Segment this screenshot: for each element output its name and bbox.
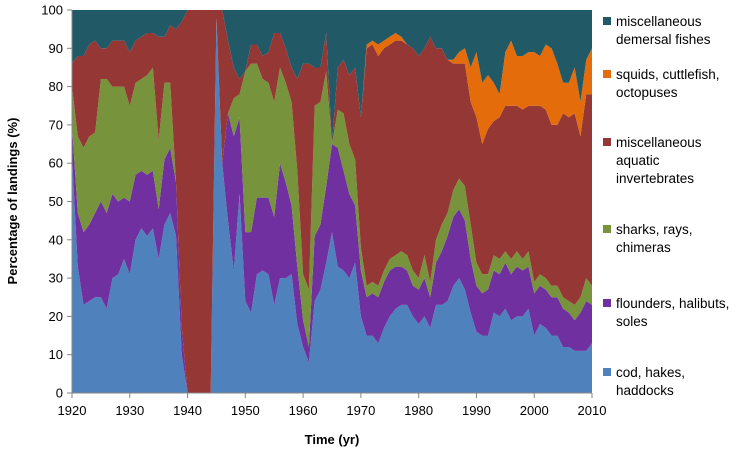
- legend-label: cod, hakes,: [616, 365, 685, 380]
- x-tick-label: 1970: [346, 403, 375, 418]
- area-series-0: [72, 17, 592, 393]
- y-tick-label: 50: [49, 194, 63, 209]
- legend-label: miscellaneous: [616, 135, 702, 150]
- legend-label: haddocks: [616, 383, 674, 398]
- legend-label: demersal fishes: [616, 32, 711, 47]
- area-series-5: [72, 10, 592, 145]
- x-tick-label: 1980: [404, 403, 433, 418]
- legend-swatch: [603, 225, 611, 233]
- legend: miscellaneous demersal fishes squids, cutt…: [603, 14, 729, 398]
- x-ticks: 1920 1930 1940 1950 1960 1970 1980 1990 2000 2010: [58, 393, 607, 418]
- legend-swatch: [603, 299, 611, 307]
- y-tick-label: 70: [49, 117, 63, 132]
- legend-swatch: [603, 17, 611, 25]
- y-axis-title: Percentage of landings (%): [5, 118, 20, 285]
- legend-swatch: [603, 138, 611, 146]
- area-series-4: [72, 10, 592, 145]
- y-tick-label: 10: [49, 347, 63, 362]
- y-tick-label: 60: [49, 156, 63, 171]
- y-tick-label: 30: [49, 271, 63, 286]
- x-tick-label: 1950: [231, 403, 260, 418]
- x-tick-label: 1930: [115, 403, 144, 418]
- y-tick-label: 40: [49, 232, 63, 247]
- series-areas: [72, 10, 592, 393]
- legend-label: sharks, rays,: [616, 222, 693, 237]
- y-tick-label: 100: [41, 3, 63, 18]
- x-axis-title: Time (yr): [305, 432, 360, 447]
- x-tick-label: 1920: [58, 403, 87, 418]
- x-tick-label: 2000: [520, 403, 549, 418]
- legend-label: soles: [616, 314, 648, 329]
- area-series-1: [72, 17, 592, 393]
- y-ticks: 0 10 20 30 40 50 60 70 80 90 100: [41, 3, 72, 401]
- legend-label: miscellaneous: [616, 14, 702, 29]
- x-tick-label: 1960: [289, 403, 318, 418]
- y-tick-label: 0: [56, 386, 63, 401]
- area-series-3: [72, 10, 592, 393]
- legend-label: squids, cuttlefish,: [616, 67, 720, 82]
- legend-swatch: [603, 368, 611, 376]
- legend-label: chimeras: [616, 240, 671, 255]
- legend-label: flounders, halibuts,: [616, 296, 729, 311]
- legend-swatch: [603, 70, 611, 78]
- x-tick-label: 2010: [578, 403, 607, 418]
- y-tick-label: 90: [49, 41, 63, 56]
- y-tick-label: 80: [49, 79, 63, 94]
- x-tick-label: 1940: [173, 403, 202, 418]
- legend-label: octopuses: [616, 85, 678, 100]
- y-tick-label: 20: [49, 309, 63, 324]
- legend-label: aquatic: [616, 153, 660, 168]
- x-tick-label: 1990: [462, 403, 491, 418]
- legend-label: invertebrates: [616, 171, 694, 186]
